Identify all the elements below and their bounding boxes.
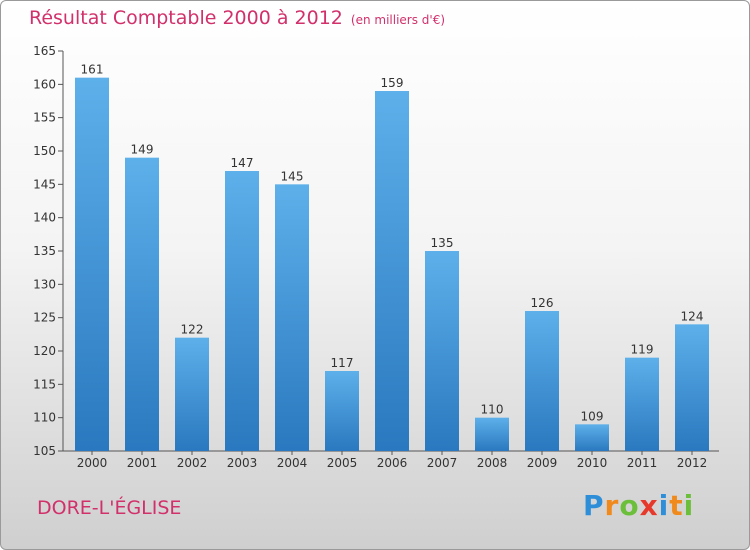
bar-2002 [175, 337, 209, 451]
bar-2004 [275, 184, 309, 452]
data-label: 149 [131, 143, 154, 157]
x-tick-label: 2003 [227, 456, 258, 470]
x-tick-label: 2010 [577, 456, 608, 470]
bar-2003 [225, 171, 259, 451]
data-label: 126 [531, 296, 554, 310]
y-tick-label: 140 [33, 211, 56, 225]
x-tick-label: 2002 [177, 456, 208, 470]
x-tick-label: 2001 [127, 456, 158, 470]
proxiti-logo[interactable]: Proxiti [583, 489, 694, 522]
bar-2006 [375, 91, 409, 451]
y-tick-label: 135 [33, 244, 56, 258]
logo-letter: t [669, 489, 684, 522]
y-tick-label: 160 [33, 77, 56, 91]
x-tick-label: 2005 [327, 456, 358, 470]
data-label: 109 [581, 409, 604, 423]
bar-2000 [75, 77, 109, 452]
y-tick-label: 110 [33, 411, 56, 425]
data-label: 117 [331, 356, 354, 370]
x-tick-label: 2011 [627, 456, 658, 470]
data-label: 161 [81, 63, 104, 77]
data-label: 119 [631, 343, 654, 357]
data-label: 145 [281, 169, 304, 183]
x-tick-label: 2008 [477, 456, 508, 470]
y-tick-label: 105 [33, 444, 56, 458]
y-tick-label: 125 [33, 311, 56, 325]
bar-2011 [625, 357, 659, 451]
bar-2012 [675, 324, 709, 451]
data-label: 135 [431, 236, 454, 250]
y-tick-label: 145 [33, 177, 56, 191]
y-tick-label: 165 [33, 44, 56, 58]
bar-2008 [475, 417, 509, 451]
logo-letter: o [619, 489, 640, 522]
bar-2001 [125, 157, 159, 451]
x-tick-label: 2000 [77, 456, 108, 470]
x-tick-label: 2009 [527, 456, 558, 470]
y-tick-label: 155 [33, 111, 56, 125]
data-label: 147 [231, 156, 254, 170]
x-tick-label: 2006 [377, 456, 408, 470]
y-tick-label: 130 [33, 277, 56, 291]
logo-letter: i [683, 489, 695, 522]
logo-letter: r [604, 489, 620, 522]
data-label: 110 [481, 403, 504, 417]
title-text: Résultat Comptable 2000 à 2012 [29, 7, 343, 29]
chart-title: Résultat Comptable 2000 à 2012 (en millie… [29, 7, 445, 29]
x-tick-label: 2007 [427, 456, 458, 470]
bar-2010 [575, 424, 609, 451]
x-tick-label: 2004 [277, 456, 308, 470]
chart-subtitle: (en milliers d'€) [350, 13, 446, 27]
y-tick-label: 120 [33, 344, 56, 358]
y-tick-label: 150 [33, 144, 56, 158]
data-label: 124 [681, 309, 704, 323]
bar-2009 [525, 311, 559, 451]
logo-letter: i [658, 489, 670, 522]
x-tick-label: 2012 [677, 456, 708, 470]
data-label: 159 [381, 76, 404, 90]
logo-letter: x [639, 489, 659, 522]
bar-2005 [325, 371, 359, 451]
y-tick-label: 115 [33, 377, 56, 391]
data-label: 122 [181, 323, 204, 337]
logo-letter: P [583, 489, 605, 522]
commune-name: DORE-L'ÉGLISE [37, 497, 182, 519]
bar-2007 [425, 251, 459, 451]
